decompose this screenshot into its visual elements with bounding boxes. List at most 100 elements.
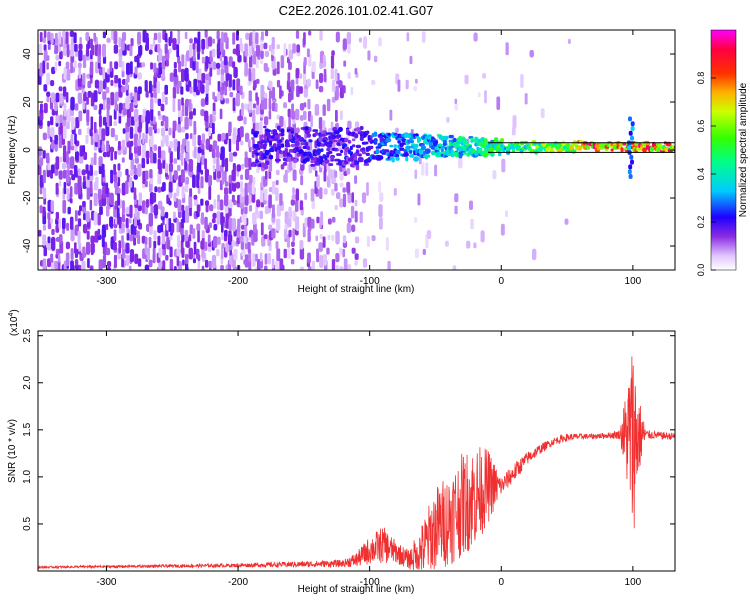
spectrogram-cell [553, 141, 557, 146]
spectrogram-cell [283, 43, 287, 58]
spectrogram-cell [253, 222, 257, 233]
spectrogram-cell [505, 42, 509, 56]
spectrogram-cell [63, 181, 67, 195]
spectrogram-cell [231, 194, 235, 203]
spectrogram-cell [98, 259, 103, 270]
spectrogram-y-label: Frequency (Hz) [7, 116, 18, 185]
spectrogram-cell [99, 103, 104, 110]
spectrogram-cell [117, 187, 121, 194]
spectrogram-cell [201, 237, 205, 247]
spectrogram-cell [193, 241, 197, 255]
spectrogram-cell [232, 79, 236, 91]
spectrogram-cell [268, 80, 273, 89]
spectrogram-cell [292, 43, 296, 54]
spectrogram-cell [320, 133, 326, 137]
spectrogram-cell [373, 139, 377, 144]
spectrogram-cell [138, 132, 142, 139]
spectrogram-cell [192, 132, 197, 147]
spectrogram-cell [77, 218, 82, 227]
spectrogram-cell [444, 240, 449, 247]
spectrogram-cell [323, 188, 328, 195]
spectrogram-cell [228, 199, 233, 209]
spectrogram-cell [322, 104, 326, 116]
spectrogram-cell [82, 180, 87, 189]
spectrogram-cell [153, 204, 159, 216]
spectrogram-cell [244, 222, 248, 237]
spectrogram-cell [310, 156, 315, 161]
spectrogram-cell [177, 199, 182, 213]
spectrogram-cell [83, 212, 86, 221]
spectrogram-cell [477, 92, 481, 98]
spectrogram-cell [145, 90, 149, 98]
spectrogram-cell [469, 200, 473, 210]
spectrogram-cell [391, 157, 395, 163]
spectrogram-cell [101, 163, 105, 178]
snr-x-tick-label: -200 [228, 577, 248, 588]
spectrogram-cell [168, 218, 172, 232]
spectrogram-cell [204, 30, 208, 38]
spectrogram-cell [181, 102, 185, 117]
spectrogram-cell [90, 157, 94, 166]
spectrogram-cell [126, 62, 131, 76]
spectrogram-cell [85, 32, 90, 42]
spectrogram-cell [290, 79, 295, 92]
spectrogram-cell [272, 86, 275, 101]
spectrogram-cell [276, 44, 280, 50]
spectrogram-cell [99, 66, 103, 76]
spectrogram-cell [458, 154, 463, 159]
spectrogram-cell [177, 141, 181, 152]
spectrogram-cell [259, 121, 263, 135]
spectrogram-cell [241, 224, 245, 230]
spectrogram-cell [129, 126, 134, 139]
spectrogram-cell [137, 258, 142, 267]
spectrogram-cell [294, 141, 300, 147]
spectrogram-cell [326, 98, 331, 112]
spectrogram-cell [164, 116, 169, 129]
spectrogram-cell [47, 31, 51, 41]
spectrogram-cell [462, 152, 467, 155]
spectrogram-cell [106, 266, 111, 270]
spectrogram-cell [228, 121, 232, 134]
spectrogram-cell [470, 218, 474, 230]
spectrogram-cell [201, 48, 205, 55]
spectrogram-cell [265, 170, 268, 180]
spectrogram-cell [417, 139, 421, 143]
spectrogram-cell [236, 181, 241, 189]
spectrogram-cell [117, 192, 120, 206]
spectrogram-cell [106, 102, 111, 111]
spectrogram-cell [184, 229, 189, 242]
spectrogram-cell [63, 145, 67, 159]
spectrogram-cell [99, 206, 103, 215]
spectrogram-cell [46, 91, 51, 97]
spectrogram-cell [220, 212, 224, 226]
spectrogram-cell [385, 137, 392, 143]
spectrogram-cell [47, 258, 52, 268]
spectrogram-cell [267, 252, 271, 265]
spectrogram-cell [424, 154, 431, 158]
spectrogram-cell [205, 259, 209, 268]
spectrogram-cell [51, 236, 56, 251]
spectrogram-cell [397, 79, 401, 92]
spectrogram-cell [62, 126, 67, 140]
spectrogram-cell [354, 253, 359, 260]
spectrogram-cell [513, 141, 520, 146]
spectrogram-cell [209, 67, 213, 77]
spectrogram-cell [180, 86, 184, 95]
spectrogram-cell [330, 55, 335, 69]
spectrogram-x-tick-label: -300 [96, 276, 116, 287]
spectrogram-cell [354, 175, 358, 184]
spectrogram-cell [540, 108, 545, 119]
spectrogram-cell [193, 37, 198, 44]
spectrogram-cell [272, 143, 277, 149]
spectrogram-cell [240, 140, 244, 146]
spectrogram-cell [387, 260, 391, 270]
spectrogram-cell [335, 230, 340, 245]
spectrogram-cell [225, 242, 230, 253]
spectrogram-cell [114, 74, 119, 84]
spectrogram-cell [66, 44, 70, 58]
spectrogram-cell [236, 139, 240, 151]
spectrogram-cell [177, 122, 181, 131]
spectrogram-cell [494, 137, 499, 142]
spectrogram-cell [395, 149, 401, 155]
spectrogram-cell [196, 223, 201, 231]
